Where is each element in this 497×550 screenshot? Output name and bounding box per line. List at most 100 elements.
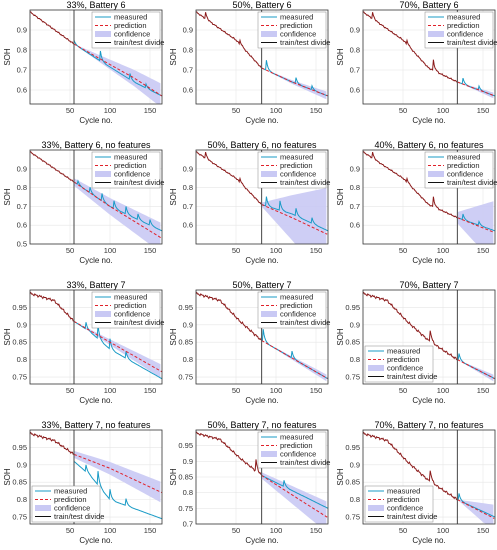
- x-tick-label: 50: [232, 386, 240, 395]
- measured-test-line: [73, 460, 163, 520]
- y-axis-label: SOH: [336, 188, 345, 206]
- measured-test-line: [261, 474, 329, 509]
- measured-train-line: [29, 151, 75, 183]
- legend-divide-label: train/test divide: [114, 38, 164, 47]
- y-tick-label: 0.95: [12, 303, 27, 312]
- chart-title: 70%, Battery 6: [399, 0, 458, 10]
- chart-title: 50%, Battery 7, no features: [207, 420, 317, 430]
- prediction-line: [261, 67, 328, 97]
- x-tick-label: 50: [399, 246, 407, 255]
- legend-divide-label: train/test divide: [114, 178, 164, 187]
- chart-panel: 70%, Battery 7 0.75 0.8 0.85 0.9 0.95 50 100 150…: [336, 280, 496, 405]
- y-tick-label: 0.9: [17, 460, 27, 469]
- y-tick-label: 0.9: [183, 320, 193, 329]
- legend-confidence-swatch: [428, 31, 444, 37]
- chart-title: 33%, Battery 6, no features: [41, 140, 151, 150]
- y-tick-label: 0.9: [350, 320, 360, 329]
- axes-frame: [362, 149, 496, 245]
- x-axis-label: Cycle no.: [79, 536, 112, 545]
- y-tick-label: 0.9: [17, 320, 27, 329]
- measured-train-line: [362, 431, 458, 501]
- x-tick-label: 150: [144, 106, 157, 115]
- axes-frame: [362, 9, 496, 105]
- y-axis-label: SOH: [3, 48, 12, 66]
- x-tick-label: 100: [270, 526, 283, 535]
- y-axis-label: SOH: [169, 48, 178, 66]
- chart-panel: 33%, Battery 6, no features 0.5 0.6 0.7 0.8 0…: [3, 140, 164, 265]
- y-tick-label: 0.95: [178, 303, 193, 312]
- chart-title: 33%, Battery 6: [66, 0, 125, 10]
- chart-title: 40%, Battery 6, no features: [374, 140, 484, 150]
- legend-confidence-swatch: [95, 311, 111, 317]
- y-tick-label: 0.75: [178, 504, 193, 513]
- x-tick-label: 50: [66, 386, 74, 395]
- measured-train-line: [195, 11, 262, 69]
- y-tick-label: 0.9: [183, 26, 193, 35]
- x-axis-label: Cycle no.: [79, 116, 112, 125]
- legend-measured-label: measured: [387, 487, 420, 496]
- confidence-band: [261, 340, 327, 382]
- legend-divide-label: train/test divide: [447, 38, 497, 47]
- x-tick-label: 100: [270, 386, 283, 395]
- x-tick-label: 50: [399, 386, 407, 395]
- measured-train-line: [195, 431, 262, 476]
- prediction-line: [73, 320, 163, 373]
- y-tick-label: 0.9: [183, 457, 193, 466]
- y-tick-label: 0.85: [345, 478, 360, 487]
- legend-divide-label: train/test divide: [114, 318, 164, 327]
- legend-measured-label: measured: [447, 13, 480, 22]
- prediction-line: [73, 43, 163, 97]
- legend-measured-label: measured: [280, 293, 313, 302]
- y-tick-label: 0.8: [17, 183, 27, 192]
- measured-test-line: [261, 196, 329, 232]
- legend-prediction-label: prediction: [280, 21, 313, 30]
- legend-confidence-swatch: [35, 505, 51, 511]
- measured-train-line: [362, 291, 458, 361]
- prediction-line: [457, 359, 495, 379]
- y-tick-label: 0.95: [345, 303, 360, 312]
- prediction-line: [457, 217, 495, 233]
- x-tick-label: 150: [144, 386, 157, 395]
- x-axis-label: Cycle no.: [245, 396, 278, 405]
- axes-frame: [362, 289, 496, 385]
- y-tick-label: 0.75: [12, 513, 27, 522]
- confidence-band: [457, 201, 494, 244]
- chart-panel: 33%, Battery 7, no features 0.75 0.8 0.85 0.…: [3, 420, 163, 545]
- y-tick-label: 0.95: [12, 443, 27, 452]
- legend-confidence-label: confidence: [447, 30, 483, 39]
- legend-prediction-label: prediction: [280, 441, 313, 450]
- y-tick-label: 0.95: [178, 441, 193, 450]
- legend-measured-label: measured: [447, 153, 480, 162]
- chart-panel: 50%, Battery 7, no features 0.7 0.75 0.8 0.8…: [169, 420, 330, 545]
- prediction-line: [261, 340, 328, 379]
- legend-measured-label: measured: [114, 153, 147, 162]
- axes-frame: [195, 429, 329, 525]
- legend-prediction-label: prediction: [114, 301, 147, 310]
- legend-confidence-label: confidence: [280, 170, 316, 179]
- measured-test-line: [457, 493, 496, 518]
- chart-panel: 50%, Battery 7 0.75 0.8 0.85 0.9 0.95 50 100 150…: [169, 280, 330, 405]
- measured-train-line: [195, 291, 262, 341]
- y-tick-label: 0.7: [350, 66, 360, 75]
- y-axis-label: SOH: [336, 468, 345, 486]
- chart-title: 50%, Battery 7: [232, 280, 291, 290]
- y-tick-label: 0.8: [350, 355, 360, 364]
- y-tick-label: 0.75: [12, 373, 27, 382]
- y-tick-label: 0.8: [350, 495, 360, 504]
- legend-prediction-label: prediction: [387, 495, 420, 504]
- prediction-line: [457, 81, 495, 97]
- measured-test-line: [457, 213, 496, 232]
- x-tick-label: 100: [104, 386, 117, 395]
- x-tick-label: 50: [232, 106, 240, 115]
- x-axis-label: Cycle no.: [412, 536, 445, 545]
- x-tick-label: 50: [232, 526, 240, 535]
- legend-prediction-label: prediction: [114, 161, 147, 170]
- legend-confidence-label: confidence: [280, 30, 316, 39]
- measured-test-line: [73, 39, 163, 97]
- confidence-band: [261, 187, 327, 244]
- y-tick-label: 0.8: [183, 355, 193, 364]
